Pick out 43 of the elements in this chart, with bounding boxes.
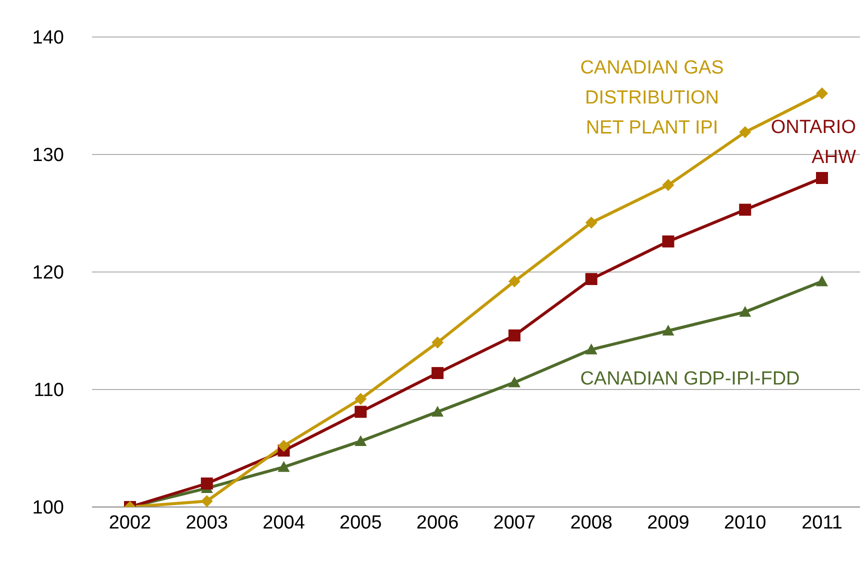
point bbox=[508, 329, 520, 342]
x-tick-label: 2011 bbox=[802, 512, 842, 534]
x-tick-label: 2006 bbox=[416, 512, 459, 534]
point bbox=[739, 204, 752, 216]
x-tick-label: 2007 bbox=[493, 512, 536, 534]
point bbox=[585, 344, 598, 354]
point bbox=[739, 306, 752, 317]
point bbox=[816, 172, 828, 184]
point bbox=[200, 495, 213, 507]
x-tick-label: 2010 bbox=[724, 512, 766, 534]
point bbox=[354, 392, 367, 405]
x-tick-label: 2004 bbox=[262, 512, 306, 534]
series-label: CANADIAN GDP-IPI-FDD bbox=[580, 368, 800, 390]
point bbox=[816, 275, 828, 286]
x-tick-label: 2009 bbox=[647, 512, 690, 534]
point bbox=[278, 461, 290, 472]
point bbox=[200, 478, 213, 490]
point bbox=[662, 235, 674, 248]
point bbox=[662, 179, 674, 192]
y-tick-label: 110 bbox=[34, 380, 64, 402]
y-tick-label: 100 bbox=[32, 498, 64, 519]
point bbox=[432, 336, 444, 348]
point bbox=[739, 126, 752, 138]
point bbox=[508, 275, 520, 288]
point bbox=[508, 376, 520, 388]
point bbox=[432, 406, 444, 417]
y-tick-label: 140 bbox=[32, 28, 64, 49]
x-tick-label: 2005 bbox=[340, 512, 382, 534]
y-tick-label: 130 bbox=[32, 145, 64, 166]
y-tick-label: 120 bbox=[32, 262, 64, 284]
series-label: ONTARIO AHW bbox=[770, 117, 856, 168]
point bbox=[432, 367, 444, 380]
point bbox=[354, 435, 367, 446]
point bbox=[354, 406, 367, 418]
point bbox=[585, 216, 598, 229]
x-tick-label: 2002 bbox=[108, 512, 152, 534]
x-tick-label: 2003 bbox=[186, 512, 228, 534]
point bbox=[278, 440, 290, 452]
series-label: CANADIAN GAS DISTRIBUTION NET PLANT IPI bbox=[580, 57, 724, 138]
point bbox=[585, 273, 598, 286]
point bbox=[662, 324, 674, 336]
x-tick-label: 2008 bbox=[570, 512, 612, 534]
point bbox=[816, 87, 828, 100]
